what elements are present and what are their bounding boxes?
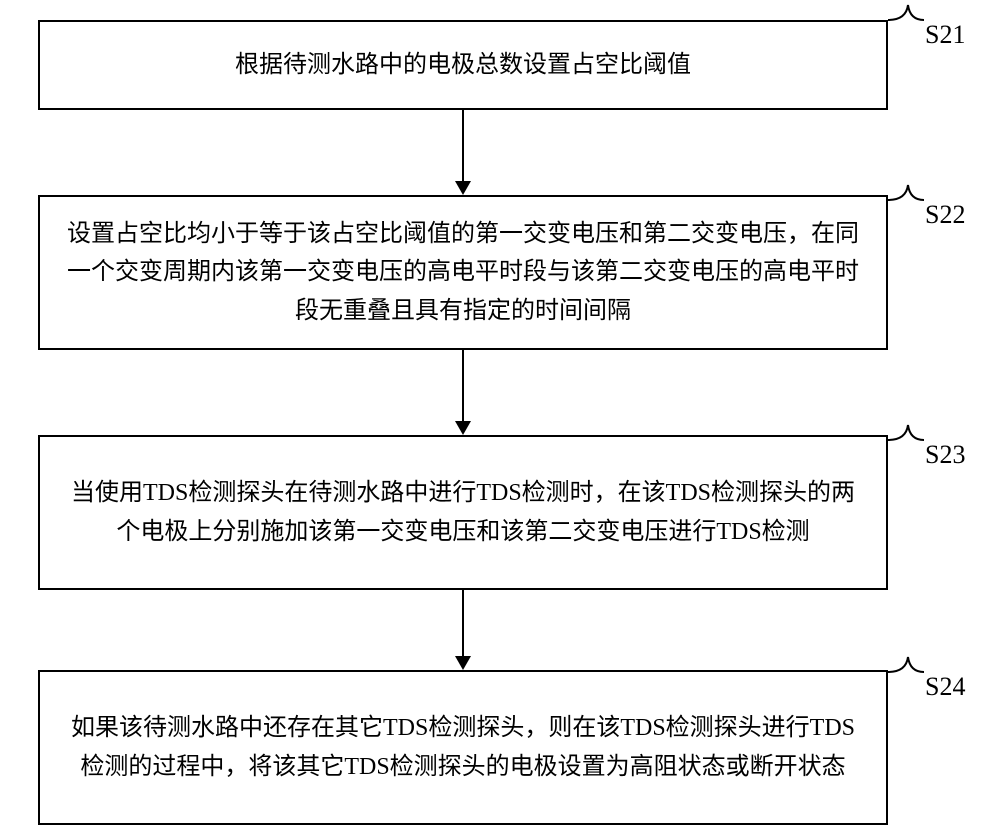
step-text-s24: 如果该待测水路中还存在其它TDS检测探头，则在该TDS检测探头进行TDS检测的过…: [60, 709, 866, 786]
flowchart-container: 根据待测水路中的电极总数设置占空比阈值 S21 设置占空比均小于等于该占空比阈值…: [0, 0, 1000, 818]
step-label-s21: S21: [925, 20, 965, 50]
step-label-s22: S22: [925, 200, 965, 230]
arrow-head-2: [455, 421, 471, 435]
step-text-s22: 设置占空比均小于等于该占空比阈值的第一交变电压和第二交变电压，在同一个交变周期内…: [60, 215, 866, 330]
step-box-s22: 设置占空比均小于等于该占空比阈值的第一交变电压和第二交变电压，在同一个交变周期内…: [38, 195, 888, 350]
step-box-s21: 根据待测水路中的电极总数设置占空比阈值: [38, 20, 888, 110]
arrow-head-1: [455, 181, 471, 195]
step-text-s23: 当使用TDS检测探头在待测水路中进行TDS检测时，在该TDS检测探头的两个电极上…: [60, 474, 866, 551]
arrow-line-2: [462, 350, 464, 422]
step-label-s23: S23: [925, 440, 965, 470]
connector-curve-s22: [888, 183, 928, 219]
step-box-s24: 如果该待测水路中还存在其它TDS检测探头，则在该TDS检测探头进行TDS检测的过…: [38, 670, 888, 825]
step-text-s21: 根据待测水路中的电极总数设置占空比阈值: [235, 46, 691, 84]
arrow-line-3: [462, 590, 464, 657]
arrow-head-3: [455, 656, 471, 670]
connector-curve-s24: [888, 655, 928, 691]
step-label-s24: S24: [925, 672, 965, 702]
connector-curve-s23: [888, 423, 928, 459]
arrow-line-1: [462, 110, 464, 182]
connector-curve-s21: [888, 3, 928, 39]
step-box-s23: 当使用TDS检测探头在待测水路中进行TDS检测时，在该TDS检测探头的两个电极上…: [38, 435, 888, 590]
